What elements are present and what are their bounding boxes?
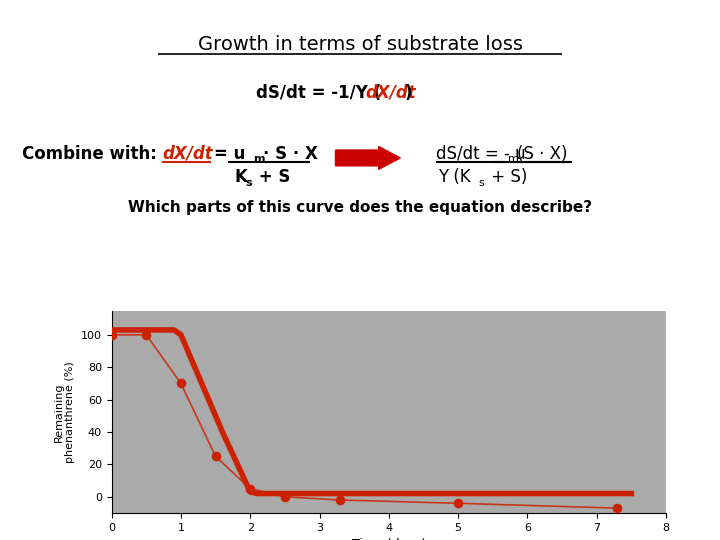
Text: + S: + S — [253, 168, 291, 186]
Text: dS/dt = - u: dS/dt = - u — [436, 145, 525, 163]
Text: s: s — [478, 178, 484, 187]
Point — [175, 379, 186, 388]
Text: Growth in terms of substrate loss: Growth in terms of substrate loss — [197, 35, 523, 54]
Point — [335, 496, 346, 504]
Point — [612, 504, 624, 512]
Text: + S): + S) — [486, 168, 527, 186]
Text: Y (K: Y (K — [438, 168, 470, 186]
Text: dX/dt: dX/dt — [162, 145, 212, 163]
Text: (S · X): (S · X) — [517, 145, 567, 163]
Text: s: s — [246, 178, 252, 187]
Point — [244, 484, 256, 493]
Text: Which parts of this curve does the equation describe?: Which parts of this curve does the equat… — [128, 200, 592, 215]
Point — [210, 452, 221, 461]
Point — [106, 330, 117, 339]
Text: m: m — [508, 154, 518, 164]
X-axis label: Time (days): Time (days) — [352, 538, 426, 540]
Point — [452, 499, 464, 508]
Text: dS/dt = -1/Y (: dS/dt = -1/Y ( — [256, 84, 381, 102]
Text: ): ) — [405, 84, 412, 102]
Text: m: m — [253, 154, 265, 164]
Text: Combine with:: Combine with: — [22, 145, 156, 163]
Point — [140, 330, 152, 339]
Text: dX/dt: dX/dt — [366, 84, 416, 102]
Point — [279, 492, 291, 501]
Text: = u: = u — [214, 145, 246, 163]
Text: K: K — [234, 168, 247, 186]
Y-axis label: Remaining
phenanthrene (%): Remaining phenanthrene (%) — [54, 361, 76, 463]
FancyArrow shape — [336, 146, 400, 170]
Text: · S · X: · S · X — [263, 145, 318, 163]
